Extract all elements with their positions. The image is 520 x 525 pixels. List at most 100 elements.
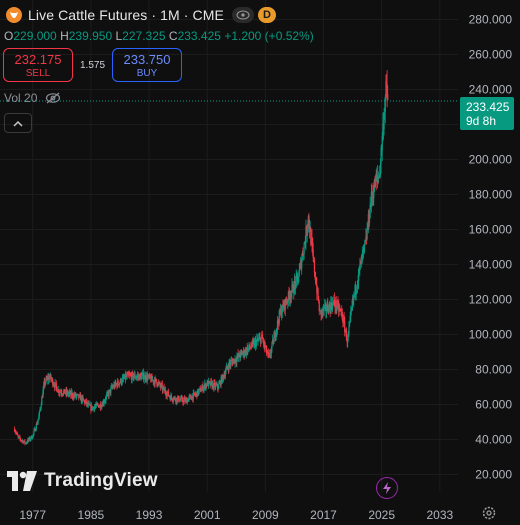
candle-body	[33, 428, 36, 431]
y-tick-label: 200.000	[469, 153, 513, 167]
candle-body	[53, 385, 56, 388]
candle-body	[302, 253, 304, 256]
candle-body	[332, 302, 334, 304]
eye-off-icon[interactable]	[45, 92, 61, 104]
symbol-title[interactable]: Live Cattle Futures · 1M · CME	[28, 7, 224, 23]
candle-body	[138, 375, 140, 380]
candle-body	[140, 375, 142, 380]
candle-body	[164, 389, 166, 391]
candle-body	[234, 358, 236, 364]
candle-body	[362, 250, 364, 255]
candle-body	[265, 346, 267, 348]
sell-button[interactable]: 232.175 SELL	[3, 48, 73, 82]
candle-body	[26, 442, 28, 444]
candle-body	[304, 242, 306, 244]
candle-body	[358, 268, 360, 270]
candle-body	[264, 347, 266, 348]
candle-body	[378, 174, 380, 178]
candle-body	[93, 407, 95, 410]
candle-body	[129, 374, 131, 376]
candle-body	[61, 393, 63, 395]
buy-button[interactable]: 233.750 BUY	[112, 48, 182, 82]
candle-body	[136, 376, 138, 378]
candle-body	[78, 394, 80, 398]
volume-indicator[interactable]: Vol 20	[4, 91, 61, 105]
candle-body	[246, 347, 248, 353]
candle-body	[239, 356, 241, 358]
candle-body	[287, 301, 289, 303]
candle-body	[139, 373, 141, 380]
time-axis[interactable]: 1977 1985 1993 2001 2009 2017 2025 2033	[19, 508, 453, 522]
candle-body	[181, 397, 183, 401]
candle-body	[263, 342, 265, 345]
candle-body	[281, 304, 283, 313]
tradingview-logo[interactable]: TradingView	[6, 470, 158, 492]
candle-body	[111, 386, 113, 388]
candle-body	[46, 377, 48, 380]
grid-layer	[0, 0, 458, 492]
candle-body	[344, 321, 346, 333]
candle-body	[135, 377, 137, 379]
candle-body	[110, 386, 113, 388]
candle-body	[267, 352, 269, 354]
bar-countdown: 9d 8h	[466, 113, 497, 128]
candle-body	[67, 391, 69, 395]
candle-body	[156, 381, 158, 386]
candle-body	[217, 387, 219, 389]
candle-body	[113, 384, 115, 388]
candle-body	[142, 373, 144, 375]
candle-body	[47, 376, 50, 381]
candle-body	[227, 367, 229, 369]
candle-body	[103, 402, 105, 404]
y-tick-label: 80.000	[475, 363, 512, 377]
candle-body	[253, 341, 256, 347]
candle-body	[210, 381, 213, 383]
collapse-button[interactable]	[4, 113, 32, 133]
y-tick-label: 160.000	[469, 223, 513, 237]
candle-body	[344, 331, 346, 333]
candle-body	[364, 240, 366, 244]
candle-body	[199, 388, 201, 389]
candle-body	[287, 291, 289, 302]
candle-body	[121, 382, 123, 384]
candle-body	[159, 385, 162, 387]
candle-body	[385, 81, 388, 85]
y-tick-label: 20.000	[475, 468, 512, 482]
candle-body	[304, 242, 306, 244]
candle-body	[248, 344, 251, 348]
candle-body	[211, 382, 213, 388]
candle-body	[29, 439, 31, 440]
candle-body	[129, 374, 131, 376]
candle-body	[202, 388, 205, 391]
candle-body	[203, 386, 205, 389]
candle-body	[279, 309, 282, 313]
candle-body	[285, 299, 287, 303]
candle-body	[97, 404, 99, 406]
candle-body	[87, 403, 90, 406]
candle-body	[170, 395, 172, 400]
candle-body	[106, 392, 108, 395]
candle-body	[133, 377, 135, 379]
candle-body	[364, 243, 366, 245]
candle-body	[37, 419, 39, 423]
delayed-badge[interactable]: D	[257, 7, 276, 23]
candle-body	[335, 300, 337, 308]
chevron-up-icon	[13, 120, 23, 127]
candle-body	[76, 394, 78, 396]
candle-body	[56, 386, 58, 392]
visibility-toggle[interactable]	[231, 7, 254, 23]
events-button[interactable]	[376, 477, 398, 499]
price-axis[interactable]: 20.000 40.000 60.000 80.000 100.000 120.000 14…	[469, 13, 513, 482]
candle-body	[322, 307, 324, 313]
high-value: 239.950	[68, 29, 113, 43]
candle-body	[314, 272, 316, 278]
candle-body	[275, 336, 277, 339]
candle-body	[188, 396, 190, 399]
candle-body	[55, 382, 57, 384]
candle-body	[67, 393, 70, 395]
gear-icon[interactable]	[481, 505, 497, 521]
candle-body	[248, 344, 250, 349]
candle-body	[302, 253, 305, 256]
candle-body	[341, 311, 343, 320]
